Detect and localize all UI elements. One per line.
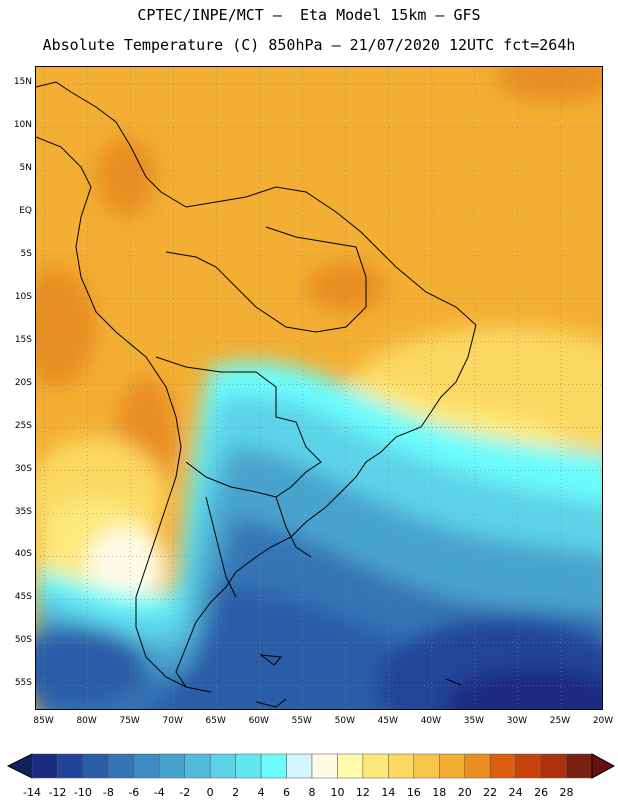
colorbar-label: -4 xyxy=(153,786,165,799)
colorbar-label: 2 xyxy=(232,786,240,799)
lat-label: 15S xyxy=(14,334,32,345)
colorbar-label: 24 xyxy=(508,786,523,799)
colorbar-swatch xyxy=(464,753,491,779)
colorbar-label: 18 xyxy=(432,786,447,799)
lat-label: 40S xyxy=(14,549,32,560)
colorbar-label: 4 xyxy=(257,786,265,799)
lon-label: 85W xyxy=(33,716,54,726)
lat-label: 30S xyxy=(14,463,32,474)
colorbar-swatch xyxy=(82,753,109,779)
colorbar-swatch xyxy=(540,753,567,779)
colorbar-swatch xyxy=(566,753,593,779)
colorbar-label: -8 xyxy=(102,786,114,799)
lat-label: 5S xyxy=(20,248,32,259)
colorbar-label: -12 xyxy=(48,786,67,799)
lat-label: 55S xyxy=(14,678,32,689)
lon-label: 60W xyxy=(248,716,269,726)
colorbar-label: 20 xyxy=(457,786,472,799)
colorbar-label: 0 xyxy=(206,786,214,799)
lat-label: 45S xyxy=(14,592,32,603)
colorbar-swatch xyxy=(260,753,287,779)
title-line-2: Absolute Temperature (C) 850hPa – 21/07/… xyxy=(42,36,576,54)
lat-label: 35S xyxy=(14,506,32,517)
colorbar-swatch xyxy=(337,753,364,779)
colorbar-swatch xyxy=(311,753,338,779)
lon-label: 20W xyxy=(592,716,614,726)
colorbar-swatch xyxy=(31,753,58,779)
lon-label: 80W xyxy=(76,716,97,726)
colorbar-label: 6 xyxy=(283,786,291,799)
colorbar-min-arrow xyxy=(6,753,33,779)
colorbar-swatch xyxy=(108,753,135,779)
lat-label: 15N xyxy=(13,77,32,88)
colorbar-label: 16 xyxy=(406,786,421,799)
graticule xyxy=(36,67,602,709)
colorbar-swatch xyxy=(209,753,236,779)
colorbar-swatch xyxy=(362,753,389,779)
lon-label: 30W xyxy=(506,716,528,726)
title-line-1: CPTEC/INPE/MCT – Eta Model 15km – GFS xyxy=(137,6,481,24)
lat-label: 10S xyxy=(14,291,32,302)
colorbar-swatch xyxy=(515,753,542,779)
coastline xyxy=(36,81,477,708)
colorbar-swatch xyxy=(133,753,160,779)
lon-label: 55W xyxy=(291,716,312,726)
lon-label: 40W xyxy=(420,716,442,726)
colorbar-label: -10 xyxy=(73,786,92,799)
colorbar-swatch xyxy=(184,753,211,779)
map-panel xyxy=(35,66,603,710)
lat-label: 20S xyxy=(14,377,32,388)
colorbar-swatch xyxy=(57,753,84,779)
colorbar-swatch xyxy=(439,753,465,779)
colorbar-label: 14 xyxy=(381,786,396,799)
colorbar-label: 26 xyxy=(534,786,549,799)
colorbar-label: -6 xyxy=(128,786,140,799)
lat-label: 5N xyxy=(19,163,32,174)
colorbar-label: 8 xyxy=(308,786,316,799)
lat-label: 10N xyxy=(13,120,32,131)
lon-label: 45W xyxy=(377,716,399,726)
lat-label: EQ xyxy=(19,205,32,216)
lat-label: 50S xyxy=(14,635,32,646)
temperature-map xyxy=(36,67,602,709)
colorbar-swatch xyxy=(388,753,415,779)
lat-label: 25S xyxy=(14,420,32,431)
colorbar-swatch xyxy=(286,753,313,779)
lon-label: 35W xyxy=(463,716,485,726)
colorbar xyxy=(6,753,616,779)
colorbar-max-arrow xyxy=(591,753,616,779)
colorbar-label: -2 xyxy=(179,786,191,799)
colorbar-label: 10 xyxy=(330,786,345,799)
colorbar-label: 22 xyxy=(483,786,498,799)
colorbar-swatch xyxy=(159,753,185,779)
lon-label: 70W xyxy=(162,716,183,726)
colorbar-swatch xyxy=(235,753,262,779)
lon-label: 75W xyxy=(119,716,140,726)
lon-label: 25W xyxy=(549,716,571,726)
colorbar-swatch xyxy=(489,753,516,779)
colorbar-swatch xyxy=(413,753,440,779)
lon-label: 65W xyxy=(205,716,226,726)
lon-label: 50W xyxy=(334,716,355,726)
colorbar-label: 12 xyxy=(355,786,370,799)
colorbar-label: -14 xyxy=(23,786,41,799)
temperature-fields xyxy=(36,67,602,709)
colorbar-label: 28 xyxy=(559,786,574,799)
